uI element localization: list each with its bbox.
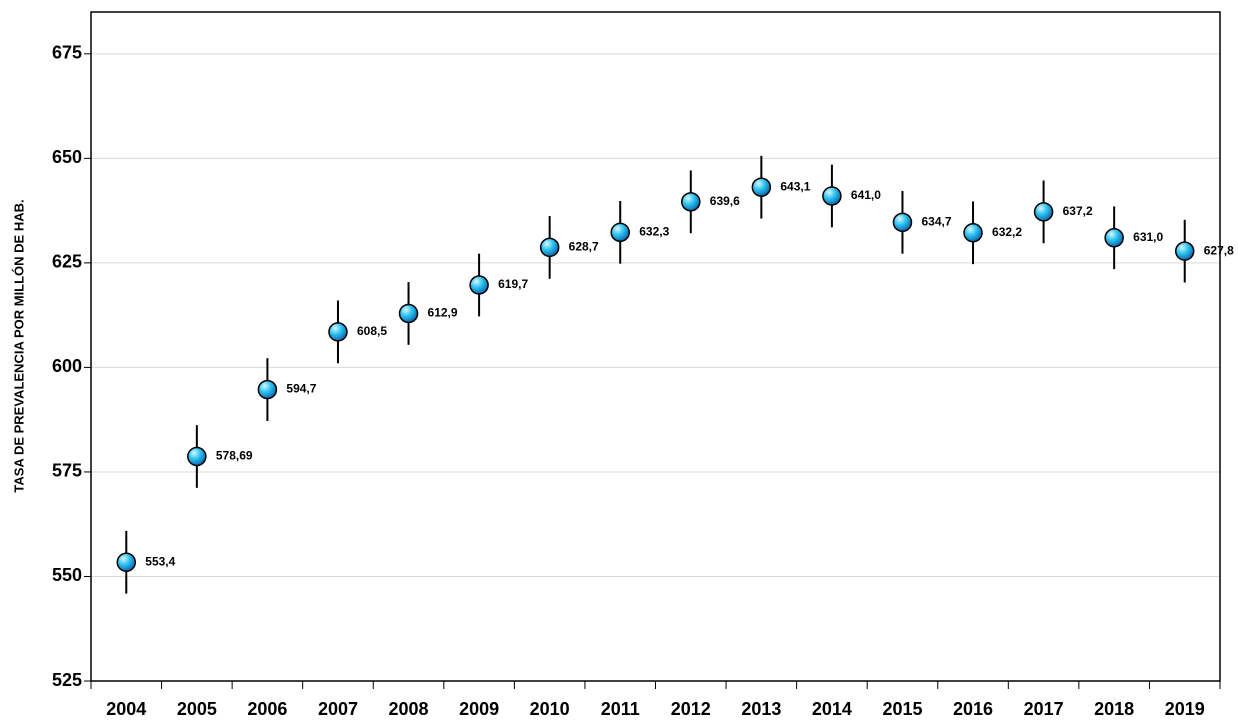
value-label: 637,2 xyxy=(1063,204,1093,218)
value-label: 619,7 xyxy=(498,277,528,291)
y-tick-label: 650 xyxy=(52,147,82,167)
data-point xyxy=(539,237,560,258)
x-tick-label: 2014 xyxy=(812,699,852,719)
y-tick-label: 525 xyxy=(52,670,82,690)
x-tick-label: 2017 xyxy=(1024,699,1064,719)
x-tick-label: 2018 xyxy=(1094,699,1134,719)
value-label: 612,9 xyxy=(428,306,458,320)
y-tick-label: 600 xyxy=(52,356,82,376)
data-point xyxy=(1104,228,1124,248)
data-point xyxy=(610,222,630,243)
value-label: 639,6 xyxy=(710,194,740,208)
y-tick-label: 625 xyxy=(52,252,82,272)
value-label: 628,7 xyxy=(569,240,599,254)
x-tick-label: 2015 xyxy=(882,699,922,719)
data-point xyxy=(1174,241,1195,261)
data-point xyxy=(681,192,701,212)
x-tick-label: 2005 xyxy=(177,699,217,719)
data-point xyxy=(963,223,983,243)
x-tick-label: 2019 xyxy=(1165,699,1205,719)
x-tick-label: 2009 xyxy=(459,699,499,719)
value-label: 634,7 xyxy=(921,214,951,228)
data-point xyxy=(328,322,348,342)
value-label: 632,2 xyxy=(992,225,1022,239)
y-tick-label: 675 xyxy=(52,43,82,63)
value-label: 578,69 xyxy=(216,449,253,463)
y-axis-title: TASA DE PREVALENCIA POR MILLÓN DE HAB. xyxy=(11,199,26,492)
x-tick-label: 2011 xyxy=(601,699,640,719)
y-tick-label: 575 xyxy=(52,461,82,481)
x-tick-label: 2012 xyxy=(671,699,711,719)
x-tick-label: 2008 xyxy=(389,699,429,719)
value-label: 643,1 xyxy=(780,179,810,193)
y-tick-label: 550 xyxy=(52,565,82,585)
value-label: 553,4 xyxy=(145,554,175,568)
x-tick-label: 2007 xyxy=(318,699,358,719)
data-point xyxy=(822,186,842,206)
data-point xyxy=(398,303,419,324)
x-tick-label: 2013 xyxy=(741,699,781,719)
x-tick-label: 2006 xyxy=(247,699,287,719)
x-tick-label: 2010 xyxy=(530,699,570,719)
value-label: 632,3 xyxy=(639,225,669,239)
data-point xyxy=(187,446,207,467)
data-point xyxy=(751,177,772,197)
plot-frame xyxy=(90,11,1221,682)
data-point xyxy=(1033,202,1054,222)
data-point xyxy=(116,552,137,573)
data-point xyxy=(892,212,913,233)
value-label: 631,0 xyxy=(1133,230,1163,244)
value-label: 608,5 xyxy=(357,324,387,338)
x-tick-label: 2016 xyxy=(953,699,993,719)
data-point xyxy=(469,275,489,295)
value-label: 627,8 xyxy=(1204,243,1234,257)
value-label: 641,0 xyxy=(851,188,881,202)
value-label: 594,7 xyxy=(286,382,316,396)
data-point xyxy=(257,379,278,400)
x-tick-label: 2004 xyxy=(106,699,146,719)
